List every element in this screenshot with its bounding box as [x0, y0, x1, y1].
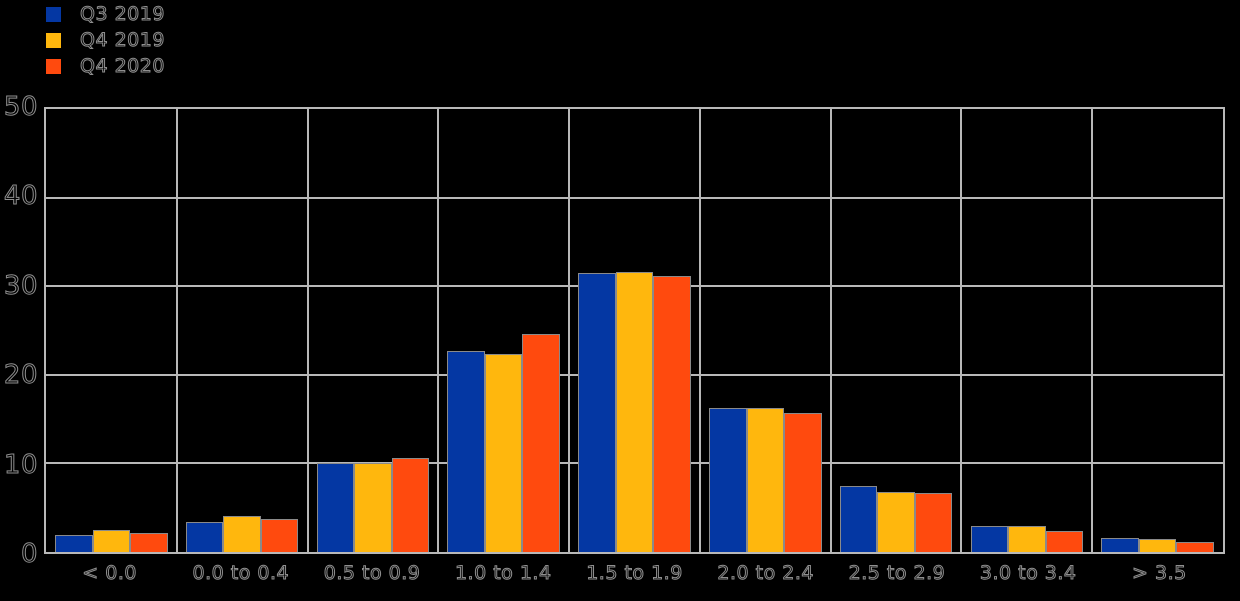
x-tick-label: 2.0 to 2.4	[717, 562, 815, 585]
bar-group	[308, 109, 439, 552]
legend-label: Q3 2019	[80, 3, 165, 25]
x-tick-label: 1.5 to 1.9	[586, 562, 683, 585]
gridline-vertical	[1091, 109, 1094, 552]
bar-group	[438, 109, 569, 552]
bar	[839, 486, 878, 552]
bar-group	[177, 109, 308, 552]
gridline-vertical	[306, 109, 309, 552]
legend-label: Q4 2020	[80, 55, 165, 77]
x-tick-label: 0.5 to 0.9	[323, 562, 421, 585]
bar	[522, 334, 560, 552]
legend-row: Q4 2020	[46, 55, 165, 77]
y-tick-label: 40	[3, 181, 38, 212]
gridline-vertical	[175, 109, 178, 552]
bar	[1045, 530, 1084, 552]
bar	[1101, 537, 1139, 552]
bar	[914, 492, 953, 552]
bar-group	[831, 109, 962, 552]
bar-group	[46, 109, 177, 552]
y-tick-label: 30	[3, 270, 38, 301]
bar	[223, 515, 261, 552]
x-tick-label: 1.0 to 1.4	[454, 562, 552, 585]
bar	[877, 491, 915, 552]
bar	[1176, 542, 1214, 552]
gridline-vertical	[437, 109, 440, 552]
x-tick-label: 0.0 to 0.4	[192, 562, 290, 585]
gridline-horizontal	[46, 196, 1223, 199]
gridline-vertical	[960, 109, 963, 552]
y-tick-label: 0	[20, 539, 38, 569]
plot-area	[44, 107, 1225, 554]
bar	[615, 272, 654, 552]
gridline-vertical	[829, 109, 832, 552]
x-tick-label: 2.5 to 2.9	[848, 562, 946, 585]
bar	[316, 462, 355, 552]
y-tick-label: 50	[3, 92, 38, 122]
x-tick-label: > 3.5	[1132, 562, 1187, 585]
legend-swatch	[46, 7, 61, 22]
y-tick-label: 20	[3, 360, 38, 391]
bar	[970, 526, 1009, 552]
bar-group	[569, 109, 700, 552]
bar	[55, 535, 93, 552]
legend: Q3 2019 Q4 2019 Q4 2020	[46, 3, 165, 85]
bar-group	[700, 109, 831, 552]
legend-swatch	[46, 33, 61, 48]
bar	[130, 532, 168, 552]
bar	[1138, 538, 1177, 552]
gridline-vertical	[568, 109, 571, 552]
legend-swatch	[46, 59, 61, 74]
legend-row: Q4 2019	[46, 29, 165, 51]
bar-group	[961, 109, 1092, 552]
bar	[1008, 526, 1046, 552]
gridline-vertical	[698, 109, 701, 552]
bar	[653, 276, 691, 552]
y-tick-label: 10	[3, 449, 38, 480]
bar	[260, 519, 299, 552]
bar	[92, 529, 131, 552]
bar	[578, 272, 616, 552]
x-tick-label: < 0.0	[82, 562, 137, 585]
x-tick-label: 3.0 to 3.4	[979, 562, 1077, 585]
legend-row: Q3 2019	[46, 3, 165, 25]
bar	[185, 521, 224, 552]
bar	[447, 350, 485, 552]
bar	[784, 412, 822, 552]
bar	[354, 463, 392, 552]
bar	[708, 407, 747, 552]
bar	[484, 353, 523, 552]
bar-group	[1092, 109, 1223, 552]
legend-label: Q4 2019	[80, 29, 165, 51]
bar	[391, 458, 430, 552]
bar	[746, 408, 785, 552]
